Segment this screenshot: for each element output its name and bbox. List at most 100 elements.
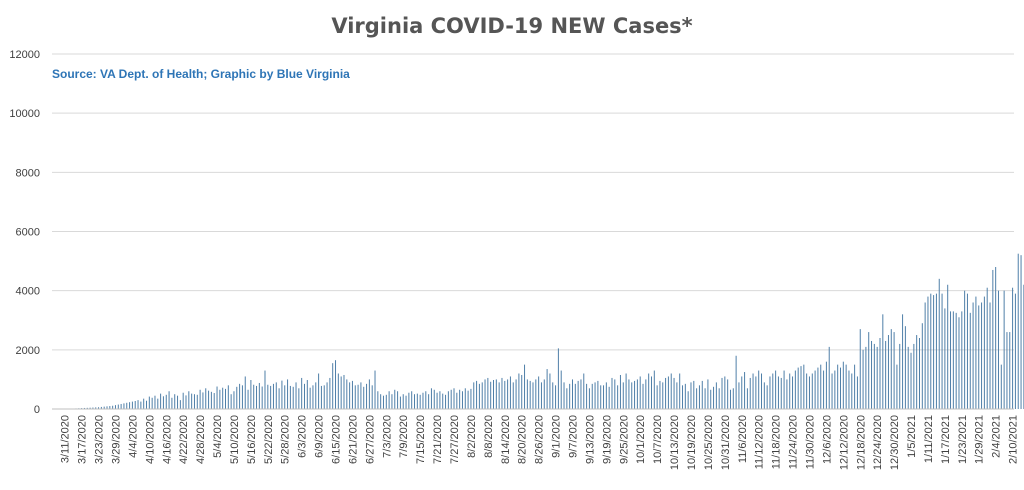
bar	[871, 340, 873, 409]
bar	[933, 295, 935, 409]
x-tick-label: 12/6/2020	[821, 415, 833, 464]
x-tick-label: 8/8/2020	[483, 415, 495, 458]
bar	[278, 388, 280, 409]
bar	[95, 407, 97, 409]
bar	[112, 405, 114, 409]
bar	[588, 388, 590, 409]
bar	[983, 296, 985, 409]
bar	[670, 373, 672, 409]
bar	[504, 380, 506, 409]
bar	[408, 392, 410, 409]
bar	[682, 385, 684, 409]
bar	[969, 312, 971, 409]
bar	[981, 302, 983, 409]
x-tick-label: 6/15/2020	[331, 415, 343, 464]
bar	[684, 383, 686, 409]
bar-series	[52, 253, 1024, 410]
bar	[935, 293, 937, 410]
x-tick-label: 8/20/2020	[517, 415, 529, 464]
bar	[842, 361, 844, 409]
bar	[120, 403, 122, 409]
bar	[481, 382, 483, 410]
bar	[741, 376, 743, 409]
bar	[890, 329, 892, 410]
bar	[603, 385, 605, 409]
bar	[306, 380, 308, 409]
bar	[185, 395, 187, 409]
bar	[196, 394, 198, 409]
bar	[247, 389, 249, 409]
x-tick-label: 9/1/2020	[551, 415, 563, 458]
bar	[382, 395, 384, 409]
y-tick-label: 12000	[9, 49, 40, 61]
bar	[292, 386, 294, 409]
bar	[402, 394, 404, 409]
bar	[188, 391, 190, 409]
bar	[910, 352, 912, 409]
x-tick-label: 11/12/2020	[754, 415, 766, 469]
bar	[938, 278, 940, 409]
bar	[789, 373, 791, 409]
bar	[552, 382, 554, 410]
bar	[952, 311, 954, 410]
bar	[803, 364, 805, 410]
x-tick-label: 9/19/2020	[601, 415, 613, 464]
bar	[904, 326, 906, 409]
bar	[433, 389, 435, 409]
bar	[710, 389, 712, 409]
bar	[241, 385, 243, 409]
bar	[718, 388, 720, 409]
bar	[1020, 255, 1022, 409]
bar	[295, 382, 297, 410]
bar	[399, 396, 401, 409]
bar	[701, 380, 703, 409]
bar	[555, 385, 557, 409]
bar	[329, 377, 331, 409]
bar	[126, 402, 128, 409]
bar	[673, 377, 675, 409]
x-tick-label: 4/4/2020	[127, 415, 139, 458]
bar	[532, 382, 534, 410]
bar	[168, 391, 170, 409]
bar	[366, 383, 368, 409]
bar	[865, 346, 867, 410]
bar	[676, 382, 678, 410]
bar	[746, 388, 748, 409]
bar	[825, 361, 827, 409]
bar	[340, 376, 342, 409]
bar	[859, 329, 861, 410]
bar	[893, 332, 895, 409]
bar	[927, 296, 929, 409]
x-tick-label: 6/3/2020	[297, 415, 309, 458]
gridlines	[52, 53, 1014, 351]
bar	[729, 389, 731, 409]
bar	[146, 400, 148, 409]
bar	[422, 392, 424, 409]
bar	[823, 370, 825, 409]
x-tick-label: 10/7/2020	[652, 415, 664, 464]
bar	[106, 406, 108, 409]
bar	[879, 338, 881, 409]
bar	[653, 370, 655, 409]
bar	[137, 400, 139, 410]
bar	[964, 290, 966, 409]
bar	[715, 382, 717, 410]
bar	[498, 382, 500, 410]
bar	[267, 384, 269, 409]
bar	[992, 269, 994, 409]
bar	[775, 370, 777, 409]
bar	[600, 385, 602, 409]
bar	[476, 380, 478, 409]
bar	[619, 374, 621, 409]
bar	[772, 373, 774, 409]
bar	[179, 400, 181, 410]
bar	[323, 385, 325, 409]
y-axis: 0 2000 4000 6000 8000 10000 12000	[9, 49, 40, 416]
x-tick-label: 10/31/2020	[720, 415, 732, 470]
bar	[625, 373, 627, 409]
bar	[955, 312, 957, 409]
bar	[529, 380, 531, 409]
bar	[648, 373, 650, 409]
bar	[605, 382, 607, 410]
bar	[380, 394, 382, 409]
